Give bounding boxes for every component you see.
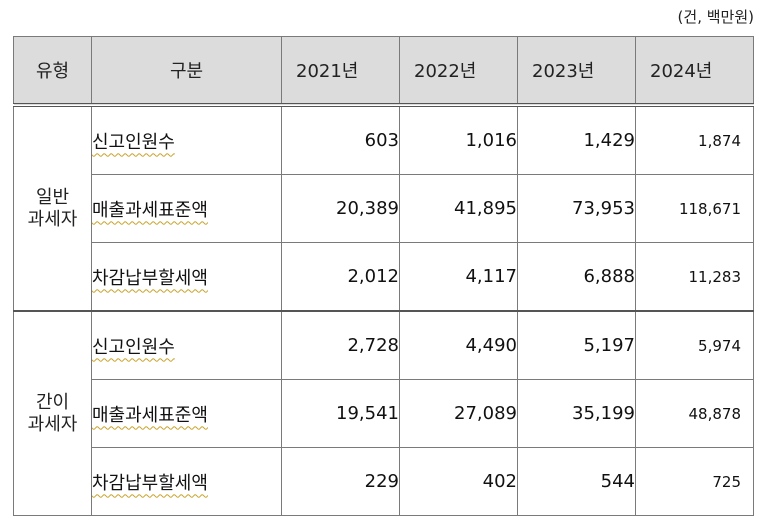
header-year-2021: 2021년 [281,36,400,106]
row-label: 차감납부할세액 [91,447,282,516]
header-year-2024: 2024년 [635,36,754,106]
cell-value: 544 [517,447,636,516]
cell-value: 5,197 [517,310,636,380]
cell-value: 4,490 [399,310,518,380]
header-year-2022: 2022년 [399,36,518,106]
table-row: 매출과세표준액 19,541 27,089 35,199 48,878 [14,379,754,448]
row-label: 매출과세표준액 [91,174,282,243]
header-type: 유형 [13,36,92,106]
cell-value: 402 [399,447,518,516]
header-row: 유형 구분 2021년 2022년 2023년 2024년 [13,36,754,106]
cell-value: 229 [281,447,400,516]
cell-value: 35,199 [517,379,636,448]
cell-value: 1,874 [635,104,754,175]
type-label-line1: 간이 [35,391,70,413]
cell-value: 6,888 [517,242,636,312]
cell-value: 725 [635,447,754,516]
cell-value: 2,728 [281,310,400,380]
type-label-line1: 일반 [35,186,70,208]
cell-value: 1,429 [517,104,636,175]
cell-value: 118,671 [635,174,754,243]
cell-value: 19,541 [281,379,400,448]
table-row: 차감납부할세액 2,012 4,117 6,888 11,283 [14,242,754,312]
table-row: 매출과세표준액 20,389 41,895 73,953 118,671 [14,174,754,243]
table-row: 간이 과세자 신고인원수 2,728 4,490 5,197 5,974 [13,310,754,516]
cell-value: 27,089 [399,379,518,448]
type-label-line2: 과세자 [27,208,78,230]
cell-value: 5,974 [635,310,754,380]
cell-value: 41,895 [399,174,518,243]
header-category: 구분 [91,36,282,106]
table-row: 차감납부할세액 229 402 544 725 [14,447,754,516]
cell-value: 20,389 [281,174,400,243]
unit-note: (건, 백만원) [677,8,754,26]
row-label: 신고인원수 [91,310,282,380]
cell-value: 48,878 [635,379,754,448]
type-cell-general: 일반 과세자 [13,104,92,312]
cell-value: 603 [281,104,400,175]
row-label: 매출과세표준액 [91,379,282,448]
type-label-line2: 과세자 [27,413,78,435]
cell-value: 2,012 [281,242,400,312]
cell-value: 11,283 [635,242,754,312]
cell-value: 4,117 [399,242,518,312]
statistics-table: 유형 구분 2021년 2022년 2023년 2024년 일반 과세자 신고인… [13,36,754,516]
row-label: 신고인원수 [91,104,282,175]
row-label: 차감납부할세액 [91,242,282,312]
cell-value: 73,953 [517,174,636,243]
header-year-2023: 2023년 [517,36,636,106]
type-cell-simplified: 간이 과세자 [13,310,92,516]
table-row: 일반 과세자 신고인원수 603 1,016 1,429 1,874 [13,104,754,312]
cell-value: 1,016 [399,104,518,175]
